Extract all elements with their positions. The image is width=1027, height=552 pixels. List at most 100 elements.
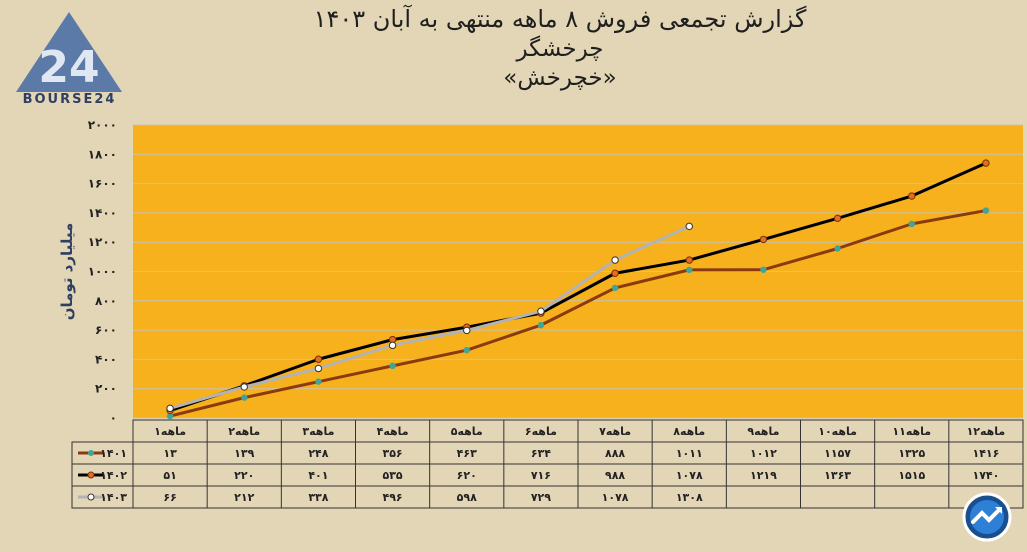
data-point [833, 214, 842, 223]
table-cell-value: ۵۱ [163, 469, 176, 482]
data-point [611, 284, 619, 292]
chart-title: گزارش تجمعی فروش ۸ ماهه منتهی به آبان ۱۴… [313, 5, 807, 33]
data-point [834, 245, 841, 252]
data-point [908, 220, 915, 228]
data-point [685, 256, 693, 264]
legend-key-marker [88, 450, 94, 456]
table-cell-value: ۲۴۸ [308, 447, 328, 460]
y-tick-label: ۴۰۰ [95, 352, 117, 366]
data-point [315, 378, 322, 385]
x-tick-label: ۳ماهه [302, 425, 334, 438]
table-cell-value: ۲۲۰ [234, 469, 254, 482]
logo-mark: 24 [38, 42, 99, 93]
x-tick-label: ۱۱ماهه [892, 425, 931, 438]
x-tick-label: ۱۰ماهه [818, 425, 857, 438]
y-axis-label: میلیارد تومان [58, 223, 76, 321]
data-point [166, 412, 174, 420]
table-cell-value: ۴۹۶ [383, 491, 403, 504]
ticker-symbol: «خچرخش» [503, 65, 617, 91]
x-tick-label: ۱ماهه [154, 425, 186, 438]
y-tick-label: ۱۲۰۰ [88, 235, 117, 249]
table-cell-value: ۷۱۶ [531, 469, 551, 482]
table-cell-value: ۱۲۱۹ [750, 469, 777, 482]
y-tick-label: ۲۰۰ [95, 382, 117, 396]
data-point [537, 307, 545, 315]
data-point [908, 192, 916, 200]
x-tick-label: ۵ماهه [451, 425, 483, 438]
table-cell-value: ۳۳۸ [308, 491, 328, 504]
y-tick-label: ۲۰۰۰ [88, 118, 117, 132]
series-line-1 [169, 161, 987, 412]
data-point [686, 266, 693, 274]
table-cell-value: ۱۷۴۰ [972, 469, 999, 482]
table-cell-value: ۳۵۶ [383, 447, 403, 460]
table-cell-value: ۱۰۱۲ [750, 447, 777, 460]
table-cell-value: ۲۱۲ [234, 491, 254, 504]
table-cell-value: ۸۸۸ [605, 447, 625, 460]
y-tick-label: ۱۶۰۰ [88, 177, 117, 191]
company-name: چرخشگر [516, 36, 604, 62]
table-cell-value: ۱۳ [163, 447, 177, 460]
series-line-2 [169, 225, 690, 410]
data-point [982, 207, 990, 214]
bourse24-logo: 24 [16, 12, 122, 93]
table-cell-value: ۱۳۲۵ [898, 447, 925, 460]
table-cell-value: ۵۳۵ [383, 469, 403, 482]
y-tick-label: ۱۰۰۰ [88, 265, 117, 279]
y-tick-label: ۶۰۰ [95, 323, 117, 337]
data-point [166, 404, 174, 413]
table-cell-value: ۶۶ [163, 491, 176, 504]
table-cell-value: ۱۳۶۳ [824, 469, 851, 482]
logo-text: BOURSE24 [22, 92, 117, 107]
table-cell-value: ۱۰۱۱ [676, 447, 703, 460]
table-cell-value: ۶۲۰ [457, 469, 477, 482]
data-point [241, 394, 248, 401]
data-point [611, 256, 619, 264]
table-cell-value: ۱۰۷۸ [602, 491, 629, 504]
x-tick-label: ۷ماهه [599, 425, 631, 438]
data-point [685, 222, 693, 231]
y-tick-label: ۱۸۰۰ [88, 147, 117, 161]
data-point [760, 266, 767, 273]
table-cell-value: ۴۶۳ [457, 447, 477, 460]
data-point [759, 235, 768, 244]
legend-label: ۱۴۰۱ [100, 447, 127, 460]
table-cell-value: ۱۰۷۸ [676, 469, 703, 482]
table-cell-value: ۴۰۱ [308, 469, 328, 482]
table-cell-value: ۱۱۵۷ [824, 447, 851, 460]
data-point [389, 362, 396, 370]
x-tick-label: ۸ماهه [673, 425, 705, 438]
y-tick-label: ۰ [110, 411, 117, 425]
table-cell-value: ۷۲۹ [531, 491, 551, 504]
table-cell-value: ۶۳۴ [531, 447, 551, 460]
x-tick-label: ۱۲ماهه [967, 425, 1006, 438]
x-tick-label: ۶ماهه [525, 425, 557, 438]
table-cell-value: ۵۹۸ [457, 491, 477, 504]
table-cell-value: ۱۳۰۸ [676, 491, 703, 504]
x-tick-label: ۲ماهه [228, 425, 260, 438]
y-tick-label: ۸۰۰ [95, 294, 117, 308]
legend-label: ۱۴۰۳ [100, 491, 127, 504]
table-cell-value: ۱۴۱۶ [972, 447, 999, 460]
data-point [240, 383, 248, 391]
data-point [982, 159, 990, 167]
legend-key-marker [87, 493, 95, 501]
table-cell-value: ۱۵۱۵ [898, 469, 925, 482]
x-tick-label: ۴ماهه [377, 425, 409, 438]
data-point [314, 355, 323, 363]
data-point [314, 364, 323, 373]
legend-label: ۱۴۰۲ [100, 469, 127, 482]
data-point [463, 326, 471, 335]
x-tick-label: ۹ماهه [747, 425, 779, 438]
table-cell-value: ۱۳۹ [234, 447, 254, 460]
chart-titles: گزارش تجمعی فروش ۸ ماهه منتهی به آبان ۱۴… [250, 4, 870, 92]
data-point [463, 346, 470, 354]
data-point [611, 269, 619, 277]
table-cell-value: ۹۸۸ [605, 469, 625, 482]
trend-badge [962, 492, 1012, 542]
trend-arrow-icon [971, 507, 1002, 524]
data-point [537, 321, 545, 329]
legend-key-marker [87, 471, 95, 479]
logo-triangle-icon [16, 12, 122, 92]
